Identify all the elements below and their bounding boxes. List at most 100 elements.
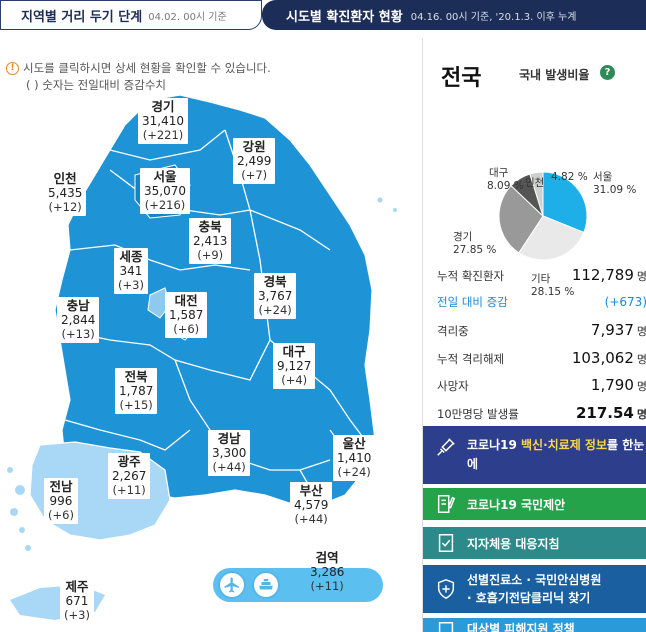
proposal-button[interactable]: 코로나19 국민제안 xyxy=(423,488,646,520)
vaccine-text-line2: 에 xyxy=(467,457,479,471)
notice-line-2: ( ) 숫자는 전일대비 증감수치 xyxy=(26,78,166,92)
region-daejeon[interactable]: 대전 1,587 (+6) xyxy=(165,292,208,338)
pie-label-1: 기타 xyxy=(531,273,551,285)
region-name: 광주 xyxy=(117,454,141,469)
region-delta: (+12) xyxy=(48,200,82,214)
region-sejong[interactable]: 세종 341 (+3) xyxy=(114,248,148,294)
guidelines-button[interactable]: 지자체용 대응지침 xyxy=(423,527,646,559)
pie-label-4: 인천 xyxy=(525,177,544,189)
stat-value: 103,062 xyxy=(571,348,634,367)
stat-label: 전일 대비 증감 xyxy=(437,294,508,309)
region-name: 충남 xyxy=(66,298,90,313)
region-chungnam[interactable]: 충남 2,844 (+13) xyxy=(57,297,100,343)
tab-distancing-title: 지역별 거리 두기 단계 xyxy=(21,9,143,25)
region-name: 부산 xyxy=(299,483,323,498)
map-notice: ! 시도를 클릭하시면 상세 현황을 확인할 수 있습니다. ( ) 숫자는 전일… xyxy=(6,60,271,94)
quarantine-bubble[interactable] xyxy=(213,568,383,602)
region-busan[interactable]: 부산 4,579 (+44) xyxy=(290,482,333,528)
small-islands xyxy=(7,197,397,551)
tab-regional-date: 04.16. 00시 기준, '20.1.3. 이후 누계 xyxy=(410,11,577,23)
region-delta: (+3) xyxy=(64,608,90,622)
region-value: 5,435 xyxy=(48,186,83,200)
damage-support-button[interactable]: 대상별 피해지원 정책 xyxy=(423,618,646,632)
region-delta: (+44) xyxy=(212,460,246,474)
stat-label: 사망자 xyxy=(437,379,469,393)
ship-icon xyxy=(252,571,280,599)
help-icon[interactable]: ? xyxy=(600,65,615,80)
region-value: 35,070 xyxy=(144,184,186,198)
region-value: 2,413 xyxy=(193,234,228,248)
syringe-icon xyxy=(437,438,455,456)
region-value: 3,767 xyxy=(258,289,293,303)
region-value: 671 xyxy=(65,594,89,608)
proposal-label: 코로나19 국민제안 xyxy=(467,497,566,512)
region-delta: (+44) xyxy=(294,512,328,526)
notice-line-1: 시도를 클릭하시면 상세 현황을 확인할 수 있습니다. xyxy=(23,61,271,75)
stat-row-isolated: 격리중 7,937 명 xyxy=(437,321,646,349)
stat-unit: 명 xyxy=(636,270,646,283)
region-name: 제주 xyxy=(65,579,89,594)
stat-value: 112,789 xyxy=(571,266,634,284)
region-name: 경북 xyxy=(263,274,287,289)
region-value: 2,499 xyxy=(237,154,272,168)
stat-unit: 명 xyxy=(636,407,646,421)
region-gyeongbuk[interactable]: 경북 3,767 (+24) xyxy=(254,273,297,319)
region-value: 4,579 xyxy=(294,498,329,512)
checklist-icon xyxy=(438,534,454,552)
pie-value-label-0: 31.09 % xyxy=(593,184,636,196)
pie-slice-4 xyxy=(529,171,544,217)
region-delta: (+216) xyxy=(144,198,186,212)
clinic-finder-button[interactable]: 선별진료소 · 국민안심병원 · 호흡기전담클리닉 찾기 xyxy=(423,565,646,613)
region-jeju[interactable]: 제주 671 (+3) xyxy=(60,578,94,624)
region-value: 996 xyxy=(49,494,73,508)
clinic-label-line1: 선별진료소 · 국민안심병원 xyxy=(467,573,602,587)
region-delta: (+3) xyxy=(118,278,144,292)
region-daegu[interactable]: 대구 9,127 (+4) xyxy=(273,343,316,389)
stat-label: 격리중 xyxy=(437,324,469,338)
stat-row-released: 누적 격리해제 103,062 명 xyxy=(437,349,646,377)
region-incheon[interactable]: 인천 5,435 (+12) xyxy=(44,170,87,216)
pencil-note-icon xyxy=(437,495,456,513)
stat-row-total: 누적 확진환자 112,789 명 xyxy=(437,266,646,294)
damage-label: 대상별 피해지원 정책 xyxy=(467,622,575,632)
region-value: 1,410 xyxy=(337,451,372,465)
stat-value: 1,790 xyxy=(590,376,634,394)
region-delta: (+221) xyxy=(142,128,184,142)
region-delta: (+11) xyxy=(310,579,344,593)
pie-slice-1 xyxy=(518,215,585,261)
region-name: 경기 xyxy=(151,99,175,114)
region-value: 1,587 xyxy=(169,308,204,322)
stat-unit: 명 xyxy=(636,380,646,393)
region-seoul[interactable]: 서울 35,070 (+216) xyxy=(140,168,190,214)
tab-distancing-level[interactable]: 지역별 거리 두기 단계 04.02. 00시 기준 xyxy=(0,0,262,30)
region-name: 대전 xyxy=(174,293,198,308)
region-ulsan[interactable]: 울산 1,410 (+24) xyxy=(333,435,376,481)
vaccine-info-button[interactable]: 코로나19 백신·치료제 정보를 한눈 에 xyxy=(423,426,646,484)
stat-unit: 명 xyxy=(636,325,646,338)
region-gwangju[interactable]: 광주 2,267 (+11) xyxy=(108,453,151,499)
pie-label-2: 경기 xyxy=(453,230,472,243)
region-value: 341 xyxy=(119,264,143,278)
region-gyeonggi[interactable]: 경기 31,410 (+221) xyxy=(138,98,188,144)
region-delta: (+7) xyxy=(241,168,268,182)
region-gangwon[interactable]: 강원 2,499 (+7) xyxy=(233,138,276,184)
region-name: 전북 xyxy=(124,369,148,384)
region-name: 강원 xyxy=(242,139,266,154)
region-quarantine[interactable]: 검역 3,286 (+11) xyxy=(306,549,348,595)
tab-bar: 지역별 거리 두기 단계 04.02. 00시 기준 시도별 확진환자 현황 0… xyxy=(0,0,646,30)
region-delta: (+24) xyxy=(337,465,371,479)
region-gyeongnam[interactable]: 경남 3,300 (+44) xyxy=(208,430,251,476)
region-delta: (+4) xyxy=(281,373,308,387)
pie-value-label-3: 8.09 % xyxy=(487,180,524,192)
stat-row-incidence: 10만명당 발생률 217.54 명 xyxy=(437,404,646,432)
document-icon xyxy=(438,622,454,632)
region-chungbuk[interactable]: 충북 2,413 (+9) xyxy=(189,218,232,264)
region-value: 3,300 xyxy=(212,446,247,460)
pie-value-label-1: 28.15 % xyxy=(531,286,574,298)
tab-regional-cases[interactable]: 시도별 확진환자 현황 04.16. 00시 기준, '20.1.3. 이후 누… xyxy=(262,0,646,30)
pie-label-3: 대구 xyxy=(489,167,509,179)
pie-slice-0 xyxy=(542,171,588,234)
region-jeonbuk[interactable]: 전북 1,787 (+15) xyxy=(115,368,158,414)
region-jeonnam[interactable]: 전남 996 (+6) xyxy=(44,478,78,524)
stat-unit: 명 xyxy=(636,352,646,366)
